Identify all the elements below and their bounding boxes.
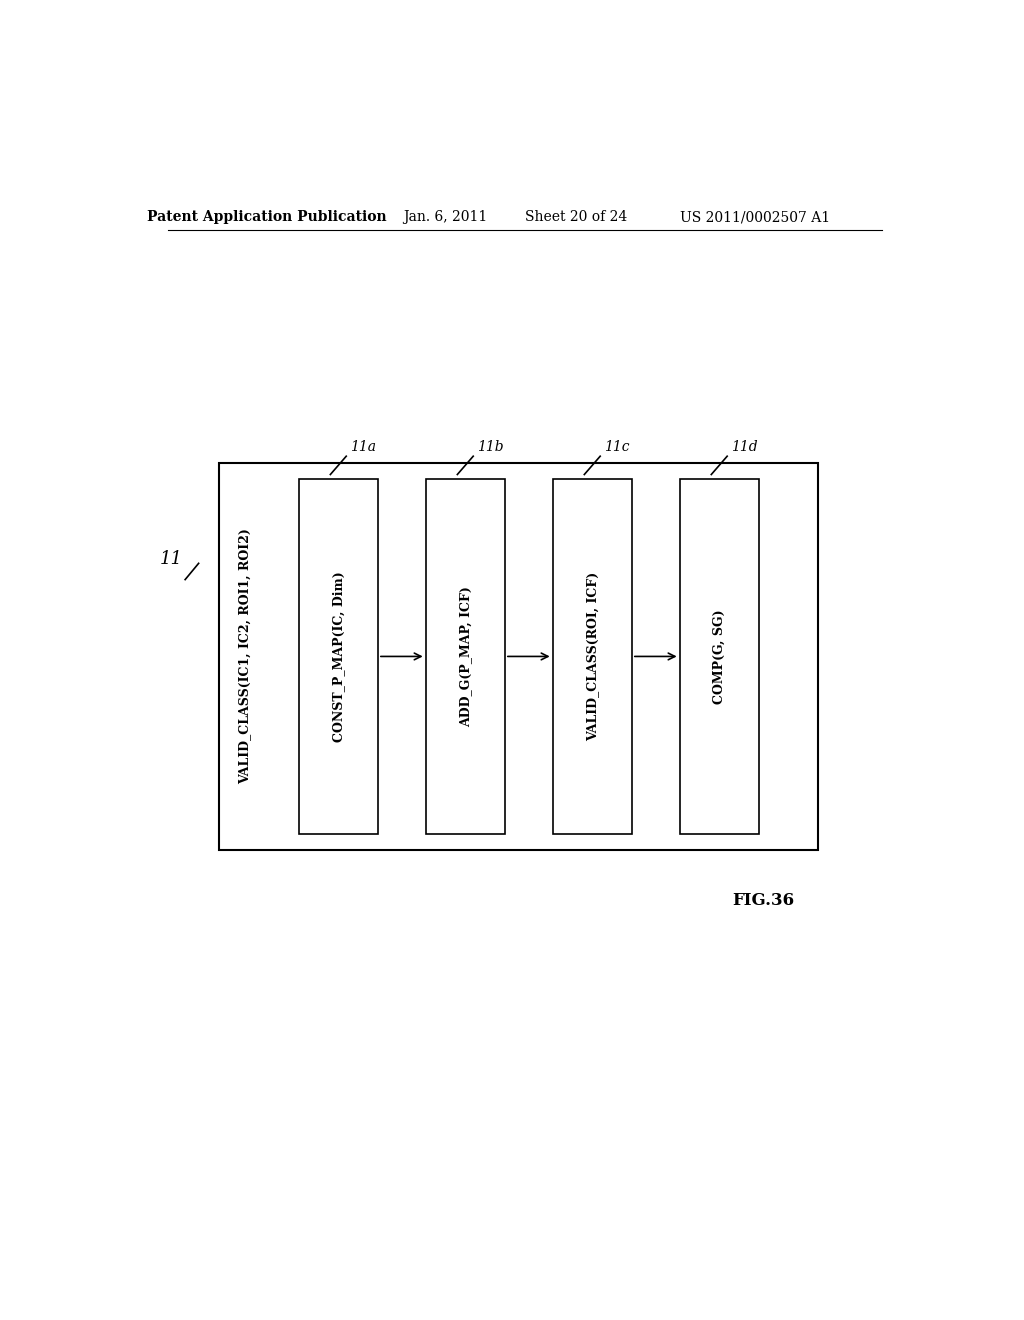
Text: US 2011/0002507 A1: US 2011/0002507 A1	[680, 210, 830, 224]
Text: VALID_CLASS(IC1, IC2, ROI1, ROI2): VALID_CLASS(IC1, IC2, ROI1, ROI2)	[239, 528, 251, 784]
Bar	[553, 479, 632, 834]
Text: 11a: 11a	[350, 440, 376, 454]
Text: 11d: 11d	[731, 440, 758, 454]
Bar	[299, 479, 378, 834]
Text: 11: 11	[160, 550, 183, 569]
Text: Sheet 20 of 24: Sheet 20 of 24	[525, 210, 628, 224]
Bar	[680, 479, 759, 834]
Text: ADD_G(P_MAP, ICF): ADD_G(P_MAP, ICF)	[459, 586, 472, 727]
Text: FIG.36: FIG.36	[732, 892, 794, 909]
Text: 11c: 11c	[604, 440, 630, 454]
Text: Patent Application Publication: Patent Application Publication	[147, 210, 387, 224]
Bar	[219, 463, 818, 850]
Text: 11b: 11b	[477, 440, 504, 454]
Text: VALID_CLASS(ROI, ICF): VALID_CLASS(ROI, ICF)	[586, 572, 599, 741]
Text: COMP(G, SG): COMP(G, SG)	[713, 609, 726, 704]
Bar	[426, 479, 505, 834]
Text: CONST_P_MAP(IC, Dim): CONST_P_MAP(IC, Dim)	[332, 572, 345, 742]
Text: Jan. 6, 2011: Jan. 6, 2011	[403, 210, 487, 224]
